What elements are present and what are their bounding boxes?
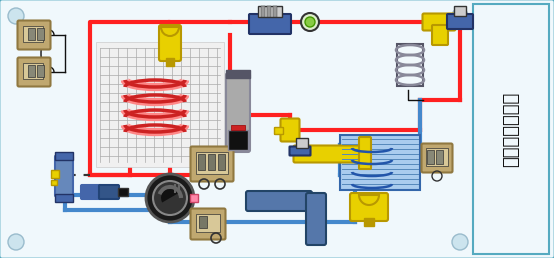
Circle shape bbox=[305, 17, 315, 27]
Bar bbox=[208, 154, 215, 170]
FancyBboxPatch shape bbox=[81, 185, 101, 199]
Bar bbox=[28, 65, 35, 77]
Bar bbox=[218, 154, 225, 170]
Circle shape bbox=[452, 8, 468, 24]
Bar bbox=[196, 214, 220, 232]
FancyBboxPatch shape bbox=[99, 185, 119, 199]
Bar bbox=[473, 4, 549, 254]
Bar bbox=[198, 154, 205, 170]
Bar bbox=[199, 216, 207, 228]
Bar bbox=[226, 70, 250, 78]
Bar bbox=[51, 180, 57, 185]
Circle shape bbox=[146, 174, 194, 222]
Bar bbox=[55, 152, 73, 160]
Bar bbox=[427, 150, 434, 164]
FancyBboxPatch shape bbox=[159, 25, 181, 61]
FancyBboxPatch shape bbox=[359, 137, 371, 169]
Bar bbox=[261, 6, 265, 17]
FancyBboxPatch shape bbox=[55, 155, 73, 197]
Wedge shape bbox=[359, 195, 379, 205]
Bar bbox=[190, 194, 198, 202]
FancyBboxPatch shape bbox=[432, 25, 448, 45]
FancyBboxPatch shape bbox=[18, 58, 50, 86]
FancyBboxPatch shape bbox=[350, 193, 388, 221]
Circle shape bbox=[8, 234, 24, 250]
Circle shape bbox=[452, 234, 468, 250]
FancyBboxPatch shape bbox=[290, 147, 310, 156]
Bar bbox=[340, 135, 420, 190]
FancyBboxPatch shape bbox=[191, 208, 225, 239]
Wedge shape bbox=[161, 27, 179, 36]
Bar bbox=[28, 28, 35, 40]
FancyBboxPatch shape bbox=[18, 20, 50, 50]
Bar bbox=[228, 130, 248, 150]
Circle shape bbox=[301, 13, 319, 31]
Bar bbox=[436, 150, 443, 164]
Bar bbox=[37, 28, 44, 40]
Circle shape bbox=[153, 181, 187, 215]
Bar bbox=[23, 63, 43, 79]
Bar bbox=[454, 6, 466, 16]
Bar bbox=[51, 170, 59, 178]
FancyBboxPatch shape bbox=[422, 143, 453, 173]
Bar bbox=[96, 42, 224, 167]
FancyBboxPatch shape bbox=[226, 73, 250, 152]
Bar bbox=[258, 6, 282, 17]
FancyBboxPatch shape bbox=[294, 146, 367, 163]
Bar bbox=[231, 125, 245, 130]
FancyBboxPatch shape bbox=[249, 14, 291, 34]
Text: 制冷系统示意图: 制冷系统示意图 bbox=[502, 91, 520, 167]
Bar bbox=[37, 65, 44, 77]
Bar bbox=[166, 58, 174, 66]
Bar bbox=[23, 26, 43, 42]
FancyBboxPatch shape bbox=[306, 193, 326, 245]
FancyBboxPatch shape bbox=[447, 14, 473, 29]
Wedge shape bbox=[161, 189, 178, 203]
Circle shape bbox=[8, 8, 24, 24]
Bar bbox=[426, 148, 448, 166]
Bar bbox=[397, 44, 423, 86]
FancyBboxPatch shape bbox=[423, 13, 455, 30]
FancyBboxPatch shape bbox=[246, 191, 312, 211]
FancyBboxPatch shape bbox=[191, 147, 233, 181]
Bar bbox=[267, 6, 271, 17]
Bar bbox=[118, 188, 128, 196]
Bar bbox=[196, 152, 228, 174]
Bar bbox=[273, 6, 277, 17]
Bar bbox=[296, 138, 308, 148]
FancyBboxPatch shape bbox=[280, 118, 300, 141]
Bar bbox=[55, 194, 73, 202]
FancyBboxPatch shape bbox=[274, 127, 284, 134]
Bar bbox=[364, 218, 374, 226]
